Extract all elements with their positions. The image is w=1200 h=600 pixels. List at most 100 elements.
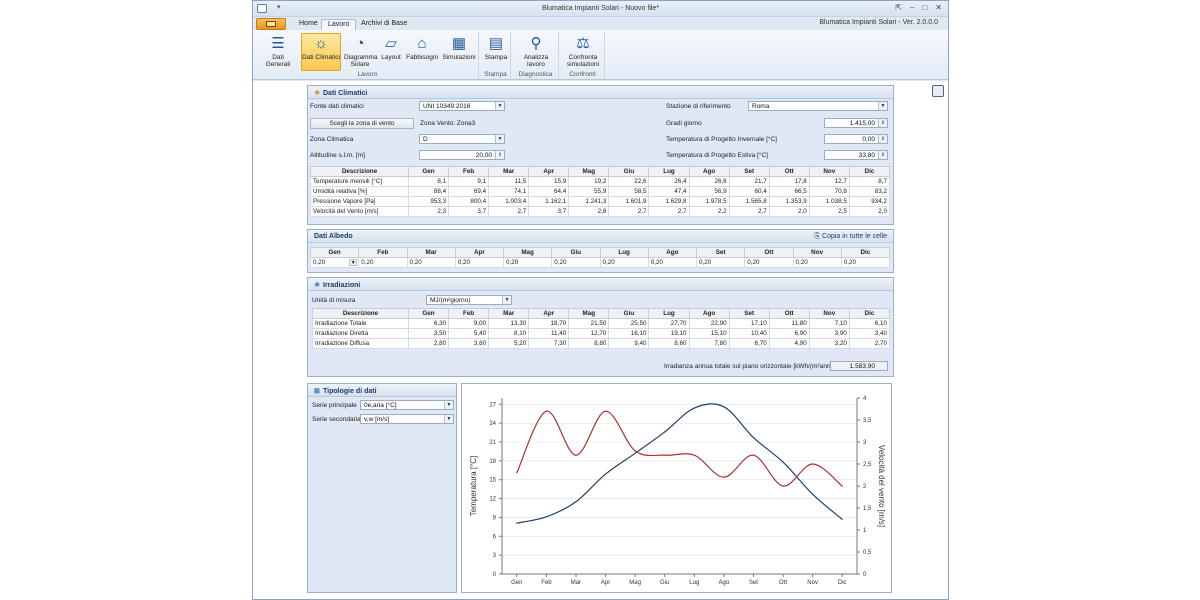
albedo-cell[interactable]: 0,20 xyxy=(358,257,408,268)
column-header[interactable]: Lug xyxy=(599,247,649,258)
zona-climatica-dropdown[interactable]: D ▼ xyxy=(419,134,505,144)
column-header[interactable]: Mag xyxy=(568,166,610,177)
tab-lavoro[interactable]: Lavoro xyxy=(321,19,357,30)
table-cell[interactable]: 3,20 xyxy=(808,338,850,349)
fonte-dropdown[interactable]: UNI 10349:2016 ▼ xyxy=(419,101,505,111)
app-icon[interactable] xyxy=(257,4,267,13)
albedo-cell[interactable]: 0,20 xyxy=(695,257,746,268)
column-header[interactable]: Ago xyxy=(688,308,730,319)
column-header[interactable]: Apr xyxy=(454,247,505,258)
albedo-cell[interactable]: 0,20 xyxy=(551,257,601,268)
dati-climatici-button[interactable]: ☼ Dati Climatici xyxy=(301,33,341,71)
table-cell[interactable]: 953,3 xyxy=(407,196,450,207)
column-header[interactable]: Ott xyxy=(768,308,810,319)
table-cell[interactable]: 7,10 xyxy=(808,318,850,329)
table-cell[interactable]: 3,40 xyxy=(848,328,891,339)
table-cell[interactable]: 8,10 xyxy=(488,328,530,339)
table-cell[interactable]: 9,1 xyxy=(448,176,490,187)
table-cell[interactable]: 9,00 xyxy=(448,318,490,329)
table-cell[interactable]: 55,9 xyxy=(568,186,610,197)
table-cell[interactable]: 8,1 xyxy=(407,176,450,187)
table-cell[interactable]: 12,7 xyxy=(808,176,850,187)
table-cell[interactable]: 19,10 xyxy=(648,328,690,339)
column-header[interactable]: Ott xyxy=(768,166,810,177)
albedo-cell[interactable]: 0,20 xyxy=(406,257,456,268)
layout-button[interactable]: ▱ Layout xyxy=(379,33,403,62)
table-row[interactable]: Pressione Vapore [Pa] 953,3 800,4 1.003,4 1.… xyxy=(310,196,891,207)
column-header[interactable]: Set xyxy=(728,308,770,319)
column-header[interactable]: Nov xyxy=(808,166,850,177)
table-cell[interactable]: 17,8 xyxy=(768,176,810,187)
table-cell[interactable]: 88,4 xyxy=(407,186,450,197)
table-cell[interactable]: 15,10 xyxy=(688,328,730,339)
column-header[interactable]: Feb xyxy=(358,247,408,258)
table-cell[interactable]: 26,4 xyxy=(648,176,690,187)
column-header[interactable]: Dic xyxy=(840,247,891,258)
chevron-down-icon[interactable]: ▼ xyxy=(878,102,887,110)
table-cell[interactable]: 13,30 xyxy=(488,318,530,329)
analizza-lavoro-button[interactable]: ⚲ Analizza lavoro xyxy=(517,33,555,69)
spinner-icon[interactable]: ⇕ xyxy=(495,151,504,159)
table-cell[interactable]: 2,0 xyxy=(768,206,810,217)
column-header[interactable]: Set xyxy=(728,166,770,177)
column-header[interactable]: Nov xyxy=(792,247,842,258)
table-cell[interactable]: 1.565,8 xyxy=(728,196,770,207)
tab-home[interactable]: Home xyxy=(299,20,318,27)
albedo-cell[interactable]: 0,20 xyxy=(840,257,891,268)
albedo-cell[interactable]: 0,20 xyxy=(502,257,553,268)
table-row[interactable]: Irradiazione Diffusa 2,80 3,60 5,20 7,30 8,80… xyxy=(312,338,891,349)
chevron-down-icon[interactable]: ▼ xyxy=(349,259,358,266)
table-cell[interactable]: 70,8 xyxy=(808,186,850,197)
table-cell[interactable]: 8,80 xyxy=(568,338,610,349)
tab-archivi[interactable]: Archivi di Base xyxy=(361,20,408,27)
table-cell[interactable]: 6,10 xyxy=(848,318,891,329)
table-cell[interactable]: 19,2 xyxy=(568,176,610,187)
table-cell[interactable]: 3,60 xyxy=(448,338,490,349)
column-header[interactable]: Feb xyxy=(448,166,490,177)
table-cell[interactable]: 18,70 xyxy=(528,318,570,329)
table-cell[interactable]: 16,10 xyxy=(608,328,650,339)
table-cell[interactable]: 56,9 xyxy=(688,186,730,197)
table-cell[interactable]: 8,60 xyxy=(648,338,690,349)
column-header[interactable]: Giu xyxy=(608,308,650,319)
maximize-icon[interactable]: □ xyxy=(922,3,928,12)
table-cell[interactable]: 800,4 xyxy=(448,196,490,207)
table-cell[interactable]: 9,40 xyxy=(608,338,650,349)
column-header[interactable]: Apr xyxy=(528,166,570,177)
table-cell[interactable]: 10,40 xyxy=(728,328,770,339)
table-cell[interactable]: 66,5 xyxy=(768,186,810,197)
table-cell[interactable]: 1.038,5 xyxy=(808,196,850,207)
table-cell[interactable]: 6,30 xyxy=(407,318,450,329)
dati-generali-button[interactable]: ☰ Dati Generali xyxy=(259,33,297,69)
albedo-cell[interactable]: 0,20 xyxy=(792,257,842,268)
table-cell[interactable]: 3,50 xyxy=(407,328,450,339)
column-header[interactable]: Giu xyxy=(608,166,650,177)
table-cell[interactable]: 8,7 xyxy=(848,176,891,187)
table-cell[interactable]: 1.978,5 xyxy=(688,196,730,207)
table-cell[interactable]: 1.353,9 xyxy=(768,196,810,207)
spinner-icon[interactable]: ⇕ xyxy=(878,119,887,127)
table-cell[interactable]: 60,4 xyxy=(728,186,770,197)
column-header[interactable]: Mar xyxy=(406,247,456,258)
t-est-field[interactable]: 33,80 ⇕ xyxy=(824,150,888,160)
column-header[interactable]: Gen xyxy=(407,166,450,177)
table-row[interactable]: Irradiazione Totale 6,30 9,00 13,30 18,70 21,… xyxy=(312,318,891,329)
chevron-down-icon[interactable]: ▼ xyxy=(495,135,504,143)
table-cell[interactable]: 74,1 xyxy=(488,186,530,197)
side-panel-icon[interactable] xyxy=(932,85,944,97)
table-row[interactable]: Velocità del Vento [m/s] 2,3 3,7 2,7 3,7 2,8 2… xyxy=(310,206,891,217)
albedo-cell[interactable]: 0,20 xyxy=(744,257,794,268)
column-header[interactable]: Nov xyxy=(808,308,850,319)
albedo-cell[interactable]: 0,20 xyxy=(454,257,505,268)
table-cell[interactable]: 22,6 xyxy=(608,176,650,187)
table-cell[interactable]: 1.162,1 xyxy=(528,196,570,207)
spinner-icon[interactable]: ⇕ xyxy=(878,151,887,159)
column-header[interactable]: Lug xyxy=(648,166,690,177)
table-row[interactable]: Umidità relativa [%] 88,4 69,4 74,1 64,4 55,9… xyxy=(310,186,891,197)
table-cell[interactable]: 21,7 xyxy=(728,176,770,187)
table-cell[interactable]: 58,5 xyxy=(608,186,650,197)
table-cell[interactable]: 2,7 xyxy=(728,206,770,217)
table-cell[interactable]: 7,80 xyxy=(688,338,730,349)
table-cell[interactable]: 47,4 xyxy=(648,186,690,197)
table-cell[interactable]: 21,50 xyxy=(568,318,610,329)
